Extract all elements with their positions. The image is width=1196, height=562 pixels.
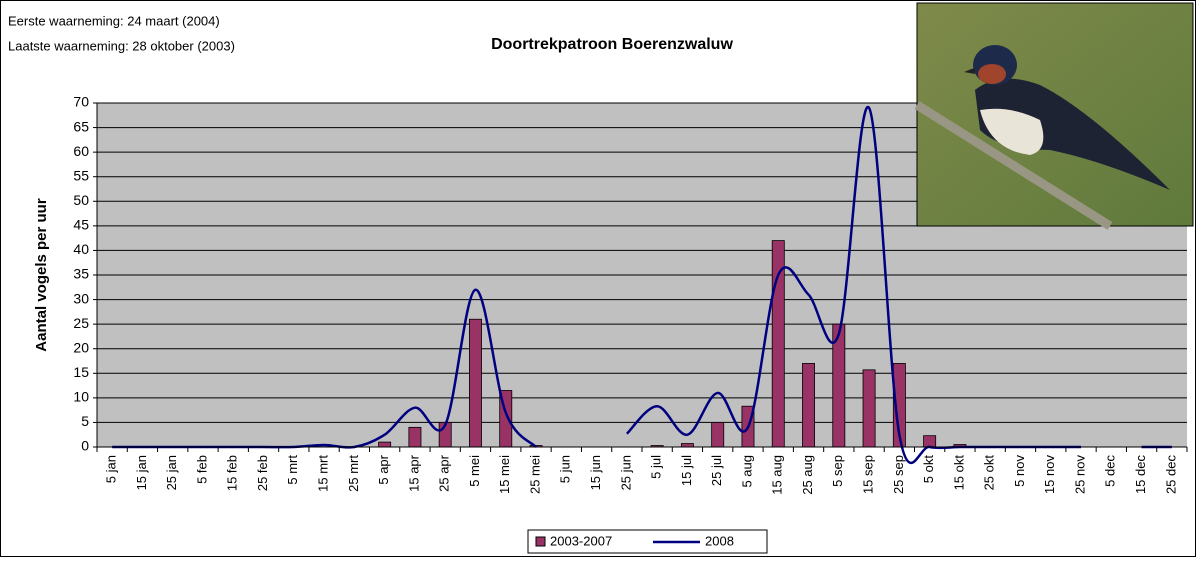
legend: 2003-2007 2008 [528, 530, 767, 553]
y-tick-label: 25 [73, 315, 89, 331]
x-tick-label: 15 feb [225, 455, 240, 491]
x-tick-label: 25 mrt [346, 455, 361, 492]
x-tick-label: 25 jun [618, 455, 633, 490]
x-tick-label: 15 sep [861, 455, 876, 494]
photo [917, 3, 1193, 226]
x-tick-label: 25 jan [164, 455, 179, 490]
bar [681, 444, 693, 447]
y-tick-label: 5 [81, 413, 89, 429]
x-tick-label: 15 nov [1042, 455, 1057, 495]
x-tick-label: 15 mei [497, 455, 512, 494]
bar [379, 442, 391, 447]
y-tick-label: 30 [73, 290, 89, 306]
y-tick-label: 65 [73, 118, 89, 134]
x-tick-label: 5 apr [376, 454, 391, 484]
bar [409, 427, 421, 447]
legend-label: 2008 [705, 533, 734, 548]
y-tick-label: 15 [73, 364, 89, 380]
x-tick-label: 25 nov [1072, 455, 1087, 495]
y-tick-label: 55 [73, 167, 89, 183]
x-tick-label: 5 mei [467, 455, 482, 487]
x-tick-label: 5 nov [1012, 455, 1027, 487]
y-tick-label: 20 [73, 339, 89, 355]
y-tick-label: 0 [81, 438, 89, 454]
x-tick-label: 5 okt [921, 455, 936, 484]
x-tick-label: 15 dec [1133, 455, 1148, 495]
bar [924, 436, 936, 447]
bar [863, 370, 875, 447]
x-tick-label: 15 aug [770, 455, 785, 495]
x-tick-label: 15 jan [134, 455, 149, 490]
x-tick-label: 15 apr [406, 454, 421, 492]
x-tick-label: 15 jun [588, 455, 603, 490]
x-tick-label: 5 jan [104, 455, 119, 483]
x-tick-label: 25 feb [255, 455, 270, 491]
annotation: Eerste waarneming: 24 maart (2004) [8, 13, 220, 28]
y-tick-label: 35 [73, 266, 89, 282]
x-tick-label: 5 dec [1103, 455, 1118, 487]
x-tick-label: 15 jul [679, 455, 694, 486]
y-tick-label: 50 [73, 192, 89, 208]
legend-label: 2003-2007 [550, 533, 612, 548]
x-tick-label: 25 sep [891, 455, 906, 494]
page: Eerste waarneming: 24 maart (2004) Laats… [0, 0, 1196, 562]
bar [772, 241, 784, 447]
bar [469, 319, 481, 447]
x-tick-label: 25 dec [1163, 455, 1178, 495]
bar [802, 363, 814, 447]
y-tick-label: 40 [73, 241, 89, 257]
y-axis-label: Aantal vogels per uur [33, 198, 50, 352]
x-tick-label: 5 aug [739, 455, 754, 488]
x-tick-label: 15 mrt [316, 455, 331, 492]
x-tick-label: 25 aug [800, 455, 815, 495]
x-tick-label: 25 jul [709, 455, 724, 486]
y-tick-label: 45 [73, 217, 89, 233]
x-tick-label: 25 okt [982, 455, 997, 491]
bar [712, 422, 724, 447]
x-tick-label: 5 jun [558, 455, 573, 483]
y-tick-label: 10 [73, 389, 89, 405]
x-tick-label: 5 feb [194, 455, 209, 484]
chart: Eerste waarneming: 24 maart (2004) Laats… [0, 0, 1196, 557]
x-tick-label: 5 jul [649, 455, 664, 479]
x-tick-label: 25 apr [437, 454, 452, 492]
x-tick-label: 5 sep [830, 455, 845, 487]
chart-title: Doortrekpatroon Boerenzwaluw [491, 36, 733, 53]
legend-swatch [536, 537, 545, 546]
x-tick-label: 25 mei [527, 455, 542, 494]
annotation: Laatste waarneming: 28 oktober (2003) [8, 38, 235, 53]
y-tick-label: 60 [73, 143, 89, 159]
y-tick-label: 70 [73, 94, 89, 110]
x-tick-label: 5 mrt [285, 455, 300, 485]
x-tick-label: 15 okt [951, 455, 966, 491]
